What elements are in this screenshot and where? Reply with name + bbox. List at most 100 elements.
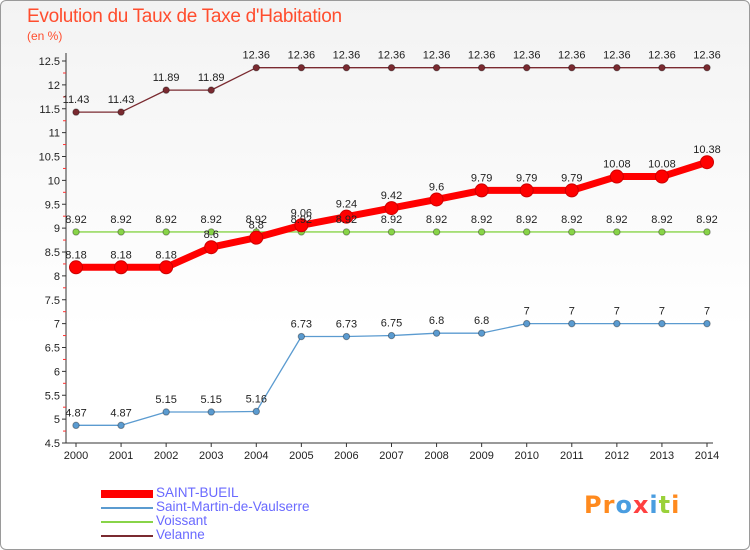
data-label-voissant: 8.92 [336, 214, 357, 226]
legend-label-voissant: Voissant [156, 513, 208, 528]
data-point-voissant [117, 228, 125, 236]
data-point-saint-bueil [294, 218, 309, 233]
data-point-saint-martin-de-vaulserre [523, 319, 531, 328]
data-label-saint-bueil: 9.6 [429, 181, 444, 193]
x-tick-label: 2002 [154, 450, 178, 462]
data-label-saint-martin-de-vaulserre: 7 [659, 306, 665, 318]
data-point-velanne [387, 63, 396, 72]
data-label-voissant: 8.92 [110, 214, 131, 226]
data-label-voissant: 8.92 [246, 214, 267, 226]
x-tick-label: 2003 [199, 450, 223, 462]
data-point-velanne [613, 63, 621, 72]
logo-letter: P [584, 491, 603, 519]
data-point-velanne [342, 63, 351, 72]
data-point-saint-martin-de-vaulserre [703, 319, 711, 328]
data-point-saint-martin-de-vaulserre [117, 421, 125, 430]
data-point-voissant [658, 228, 666, 236]
data-label-saint-martin-de-vaulserre: 6.73 [291, 319, 312, 331]
data-point-saint-bueil [429, 192, 444, 207]
data-point-saint-bueil [384, 201, 399, 216]
data-point-velanne [432, 63, 441, 72]
logo-letter: r [602, 491, 616, 519]
x-tick-label: 2004 [244, 450, 268, 462]
y-axis-unit-label: (en %) [27, 29, 63, 43]
data-label-saint-bueil: 8.18 [65, 249, 86, 261]
x-tick-label: 2001 [109, 450, 133, 462]
logo-letter: x [632, 491, 650, 519]
data-point-velanne [117, 108, 125, 116]
data-label-voissant: 8.92 [606, 214, 627, 226]
y-tick-label: 6.5 [45, 343, 60, 355]
data-label-saint-bueil: 8.18 [110, 249, 131, 261]
data-point-saint-martin-de-vaulserre [162, 408, 170, 416]
data-label-velanne: 12.36 [603, 50, 631, 62]
legend-label-saint-martin-de-vaulserre: Saint-Martin-de-Vaulserre [156, 499, 310, 514]
legend-swatch-saint-martin-de-vaulserre [101, 507, 153, 509]
data-point-saint-bueil [654, 169, 669, 184]
data-label-saint-martin-de-vaulserre: 6.8 [474, 315, 489, 327]
logo-letter: o [615, 491, 633, 519]
data-label-voissant: 8.92 [201, 214, 222, 226]
data-point-velanne [207, 86, 215, 94]
x-tick-label: 2009 [469, 450, 493, 462]
data-label-saint-bueil: 10.08 [603, 159, 631, 171]
data-label-saint-martin-de-vaulserre: 7 [704, 306, 710, 318]
y-tick-label: 6 [54, 366, 60, 378]
data-label-saint-martin-de-vaulserre: 5.16 [246, 393, 267, 405]
data-label-voissant: 8.92 [155, 214, 176, 226]
data-point-saint-bueil [564, 183, 579, 198]
data-label-saint-martin-de-vaulserre: 4.87 [65, 407, 86, 419]
data-label-saint-martin-de-vaulserre: 5.15 [155, 394, 176, 406]
data-point-voissant [72, 228, 80, 236]
data-label-saint-martin-de-vaulserre: 7 [614, 306, 620, 318]
data-label-saint-bueil: 9.79 [516, 172, 537, 184]
data-point-velanne [162, 86, 170, 94]
data-point-saint-bueil [519, 183, 534, 198]
data-label-velanne: 12.36 [693, 50, 721, 62]
data-point-saint-martin-de-vaulserre [72, 421, 80, 430]
data-point-velanne [252, 63, 260, 72]
data-label-saint-bueil: 10.38 [693, 144, 721, 156]
legend-swatch-velanne [101, 535, 153, 537]
data-point-velanne [297, 63, 306, 72]
y-tick-label: 12.5 [39, 56, 60, 68]
data-point-saint-bueil [609, 169, 624, 184]
data-label-velanne: 12.36 [513, 50, 541, 62]
data-label-velanne: 11.43 [63, 94, 90, 106]
logo-letter: i [671, 491, 681, 519]
data-point-saint-bueil [69, 260, 83, 275]
data-label-voissant: 8.92 [291, 214, 312, 226]
x-tick-label: 2012 [605, 450, 629, 462]
data-label-velanne: 12.36 [468, 50, 496, 62]
data-label-voissant: 8.92 [651, 214, 672, 226]
data-label-velanne: 12.36 [648, 50, 676, 62]
legend-label-velanne: Velanne [156, 527, 205, 542]
y-tick-label: 11.5 [39, 104, 60, 116]
data-label-velanne: 12.36 [378, 50, 406, 62]
data-label-saint-martin-de-vaulserre: 6.8 [429, 315, 444, 327]
data-point-voissant [523, 228, 531, 236]
y-tick-label: 7.5 [45, 295, 60, 307]
data-point-voissant [703, 228, 711, 236]
data-point-saint-bueil [339, 209, 354, 224]
legend-label-saint-bueil: SAINT-BUEIL [156, 485, 239, 500]
data-label-voissant: 8.92 [471, 214, 492, 226]
data-label-voissant: 8.92 [696, 214, 717, 226]
data-label-saint-martin-de-vaulserre: 7 [524, 306, 530, 318]
data-point-voissant [387, 228, 396, 236]
data-label-velanne: 12.36 [558, 50, 586, 62]
data-point-saint-martin-de-vaulserre [387, 331, 396, 340]
data-point-saint-bueil [249, 230, 264, 245]
data-label-saint-bueil: 9.24 [336, 199, 357, 211]
data-point-saint-martin-de-vaulserre [207, 408, 215, 416]
chart-title: Evolution du Taux de Taxe d'Habitation [27, 6, 342, 27]
data-label-voissant: 8.92 [426, 214, 447, 226]
y-tick-label: 11 [49, 128, 60, 140]
y-tick-label: 4.5 [45, 438, 60, 450]
data-label-velanne: 12.36 [288, 50, 316, 62]
data-label-velanne: 12.36 [333, 50, 361, 62]
data-point-saint-martin-de-vaulserre [252, 407, 260, 416]
x-tick-label: 2006 [334, 450, 358, 462]
data-point-voissant [613, 228, 621, 236]
